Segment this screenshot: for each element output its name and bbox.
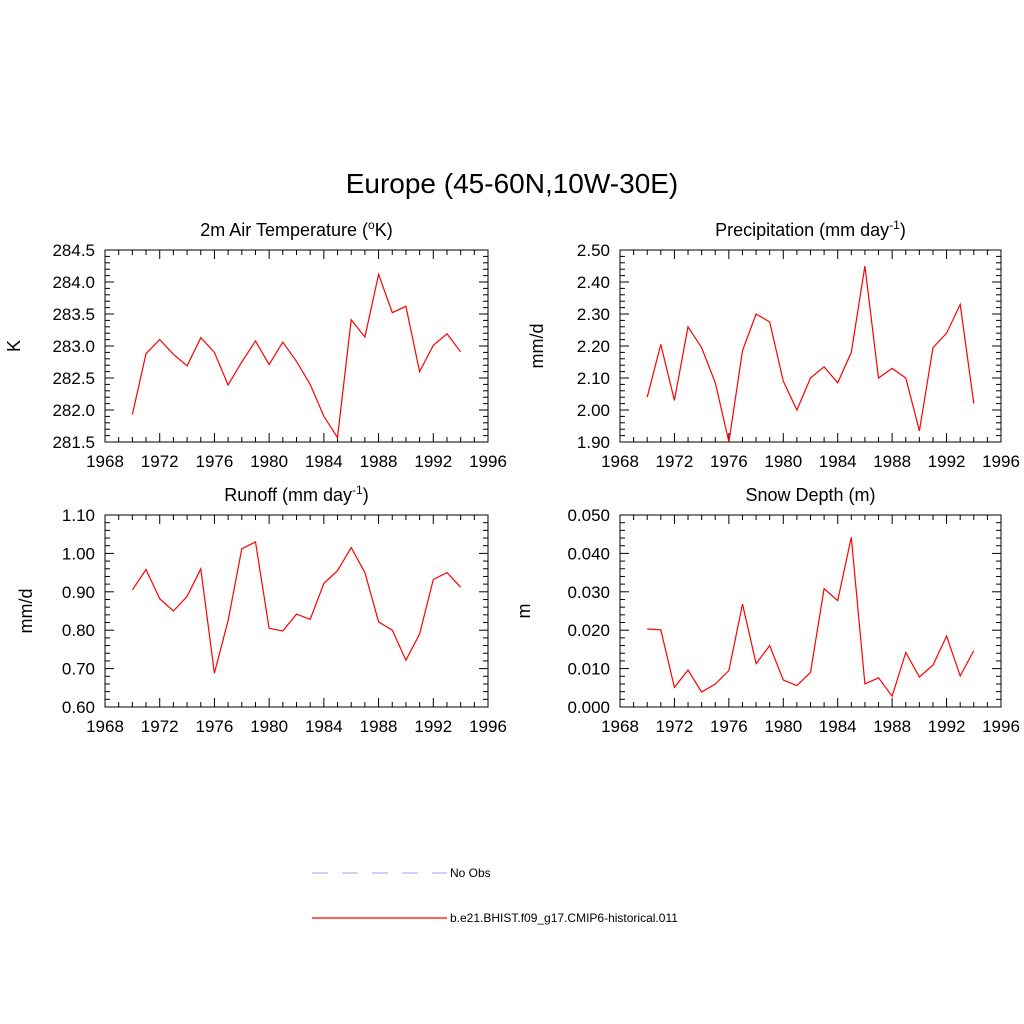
y-tick-label: 2.50 (577, 241, 610, 260)
plot-frame (619, 249, 1002, 443)
x-tick-label: 1980 (250, 452, 288, 471)
x-tick-label: 1996 (469, 717, 507, 736)
panel-runoff: 1968 1972 1976 1980 1984 1988 1992 1996 0.60 0.70… (16, 483, 507, 736)
legend-label: No Obs (450, 866, 491, 880)
y-tick-label: 1.10 (62, 506, 95, 525)
y-tick-label: 2.30 (577, 305, 610, 324)
x-tick-label: 1992 (414, 452, 452, 471)
x-tick-label: 1996 (469, 452, 507, 471)
panel-title-text: Snow Depth (m) (745, 485, 875, 505)
y-tick-label: 281.5 (52, 433, 95, 452)
panel-title-text: Runoff (mm day (224, 485, 352, 505)
x-tick-label: 1980 (764, 452, 802, 471)
panel-title-superscript: -1 (352, 483, 363, 497)
x-tick-label: 1996 (982, 452, 1020, 471)
x-tick-label: 1968 (601, 452, 639, 471)
panel-title-superscript: o (368, 218, 375, 232)
y-tick-label: 0.80 (62, 621, 95, 640)
panel-title: Snow Depth (m) (745, 485, 875, 505)
y-axis-label: mm/d (16, 589, 36, 634)
legend-label: b.e21.BHIST.f09_g17.CMIP6-historical.011 (450, 911, 678, 925)
x-tick-label: 1976 (196, 717, 234, 736)
series-line (131, 272, 462, 440)
y-tick-label: 283.5 (52, 305, 95, 324)
y-tick-label: 0.010 (567, 660, 610, 679)
plot-frame (619, 514, 1002, 708)
x-tick-label: 1972 (141, 452, 179, 471)
series-line (647, 537, 975, 698)
y-tick-label: 1.90 (577, 433, 610, 452)
x-tick-label: 1980 (250, 717, 288, 736)
x-tick-label: 1976 (710, 452, 748, 471)
y-axis-label: m (514, 604, 534, 619)
x-tick-label: 1984 (819, 717, 857, 736)
x-tick-label: 1972 (141, 717, 179, 736)
y-tick-label: 283.0 (52, 337, 95, 356)
x-tick-label: 1972 (656, 717, 694, 736)
x-tick-label: 1988 (873, 452, 911, 471)
x-tick-label: 1976 (710, 717, 748, 736)
y-tick-label: 0.030 (567, 583, 610, 602)
y-tick-label: 0.040 (567, 544, 610, 563)
x-tick-label: 1984 (305, 452, 343, 471)
y-tick-label: 0.90 (62, 583, 95, 602)
x-tick-label: 1968 (86, 717, 124, 736)
y-tick-label: 284.0 (52, 273, 95, 292)
x-tick-label: 1988 (873, 717, 911, 736)
series-line (646, 265, 975, 443)
x-tick-label: 1968 (86, 452, 124, 471)
panel-precipitation: 1968 1972 1976 1980 1984 1988 1992 1996 1.90 2.00… (527, 218, 1020, 471)
y-tick-label: 0.000 (567, 698, 610, 717)
x-tick-label: 1976 (196, 452, 234, 471)
panel-air-temperature: 1968 1972 1976 1980 1984 1988 1992 1996 281.5 282… (4, 218, 507, 471)
panel-title-text: Precipitation (mm day (715, 220, 889, 240)
x-tick-label: 1988 (360, 452, 398, 471)
x-tick-label: 1992 (928, 717, 966, 736)
panel-title: Precipitation (mm day-1) (715, 218, 906, 240)
panel-title-suffix: K) (375, 220, 393, 240)
y-tick-label: 0.60 (62, 698, 95, 717)
figure-title: Europe (45-60N,10W-30E) (345, 168, 679, 199)
x-tick-label: 1992 (414, 717, 452, 736)
panel-title-suffix: ) (900, 220, 906, 240)
x-tick-label: 1988 (360, 717, 398, 736)
y-axis-label: K (4, 340, 24, 352)
x-tick-label: 1980 (764, 717, 802, 736)
y-tick-label: 2.10 (577, 369, 610, 388)
x-tick-label: 1968 (601, 717, 639, 736)
x-tick-label: 1992 (928, 452, 966, 471)
x-tick-label: 1984 (305, 717, 343, 736)
panel-title-superscript: -1 (889, 218, 900, 232)
panel-title-suffix: ) (363, 485, 369, 505)
y-tick-label: 0.050 (567, 506, 610, 525)
panel-title-text: 2m Air Temperature ( (200, 220, 368, 240)
x-tick-label: 1996 (982, 717, 1020, 736)
plot-frame (104, 514, 489, 708)
x-tick-label: 1984 (819, 452, 857, 471)
panel-title: Runoff (mm day-1) (224, 483, 368, 505)
panel-title: 2m Air Temperature (oK) (200, 218, 392, 240)
y-tick-label: 0.020 (567, 621, 610, 640)
y-tick-label: 1.00 (62, 544, 95, 563)
y-tick-label: 282.0 (52, 401, 95, 420)
series-line (131, 540, 462, 674)
y-tick-label: 2.20 (577, 337, 610, 356)
x-tick-label: 1972 (656, 452, 694, 471)
y-tick-label: 0.70 (62, 660, 95, 679)
plot-frame (104, 249, 489, 443)
y-tick-label: 282.5 (52, 369, 95, 388)
y-axis-label: mm/d (527, 324, 547, 369)
y-tick-label: 284.5 (52, 241, 95, 260)
legend: No Obs b.e21.BHIST.f09_g17.CMIP6-historic… (312, 866, 678, 925)
panel-snow-depth: 1968 1972 1976 1980 1984 1988 1992 1996 0.000 0.0… (514, 485, 1020, 736)
y-tick-label: 2.00 (577, 401, 610, 420)
y-tick-label: 2.40 (577, 273, 610, 292)
